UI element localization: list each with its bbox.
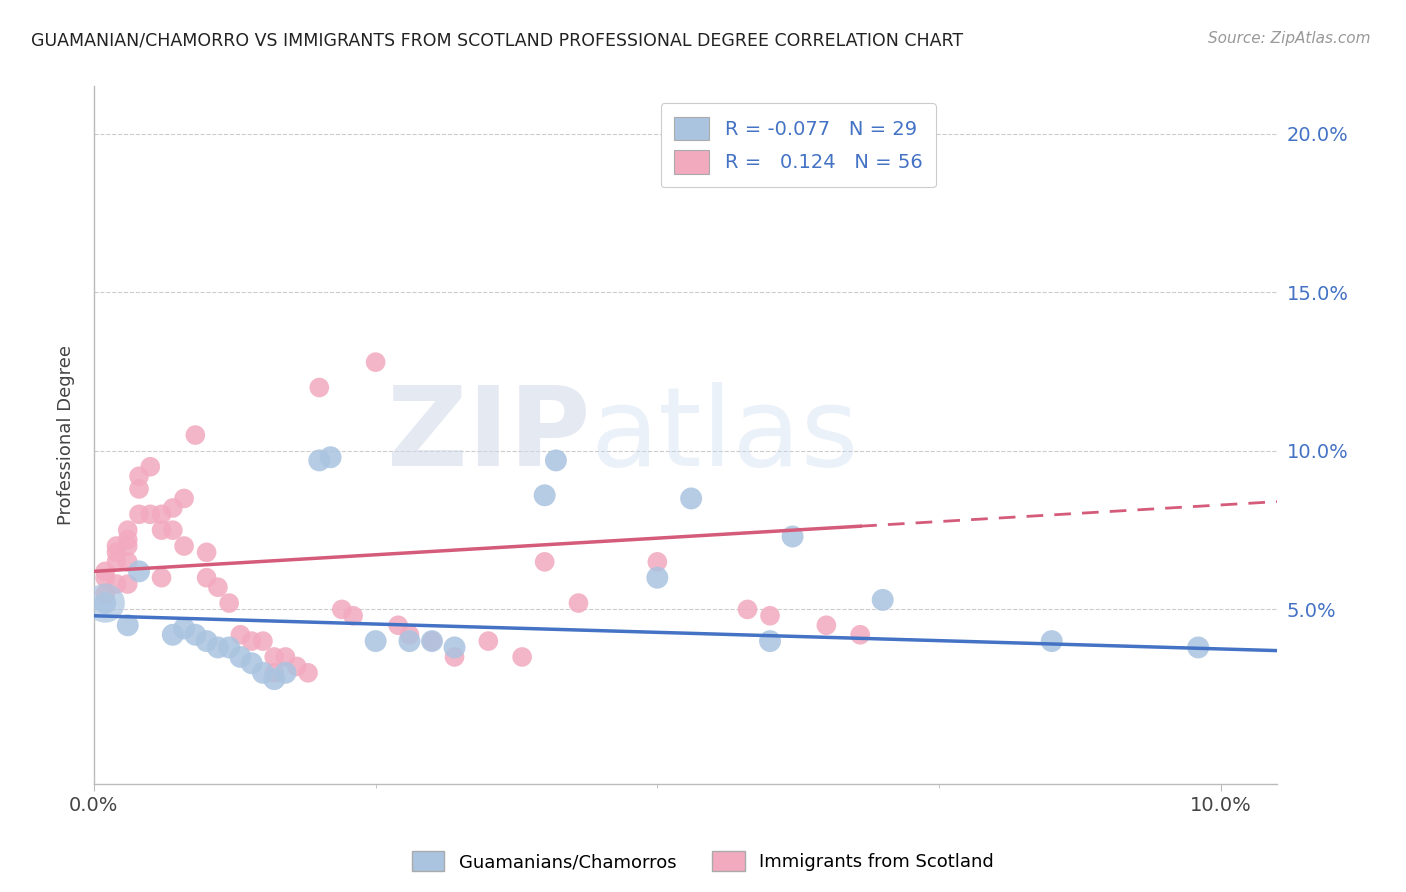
Point xyxy=(308,453,330,467)
Point xyxy=(782,529,804,543)
Point xyxy=(94,586,117,600)
Point xyxy=(872,593,894,607)
Point xyxy=(240,657,263,671)
Point xyxy=(647,555,669,569)
Point xyxy=(94,596,117,610)
Point xyxy=(229,649,252,664)
Point xyxy=(669,159,692,173)
Point xyxy=(128,469,150,483)
Point xyxy=(647,571,669,585)
Point xyxy=(252,665,274,680)
Point xyxy=(229,628,252,642)
Point xyxy=(533,555,555,569)
Point xyxy=(274,665,297,680)
Text: Source: ZipAtlas.com: Source: ZipAtlas.com xyxy=(1208,31,1371,46)
Point xyxy=(849,628,872,642)
Point xyxy=(815,618,838,632)
Point xyxy=(252,634,274,648)
Point xyxy=(117,577,139,591)
Point xyxy=(477,634,499,648)
Point xyxy=(162,523,184,537)
Point xyxy=(150,508,173,522)
Point xyxy=(443,649,465,664)
Point xyxy=(105,577,128,591)
Point xyxy=(94,596,117,610)
Text: ZIP: ZIP xyxy=(388,382,591,489)
Point xyxy=(117,618,139,632)
Point xyxy=(218,596,240,610)
Point xyxy=(420,634,443,648)
Point xyxy=(274,649,297,664)
Point xyxy=(364,355,387,369)
Point xyxy=(364,634,387,648)
Point xyxy=(207,640,229,655)
Point xyxy=(173,491,195,506)
Text: atlas: atlas xyxy=(591,382,859,489)
Point xyxy=(330,602,353,616)
Point xyxy=(297,665,319,680)
Point xyxy=(117,539,139,553)
Point xyxy=(285,659,308,673)
Point xyxy=(420,634,443,648)
Point xyxy=(263,672,285,686)
Point xyxy=(173,539,195,553)
Point xyxy=(308,380,330,394)
Legend: Guamanians/Chamorros, Immigrants from Scotland: Guamanians/Chamorros, Immigrants from Sc… xyxy=(405,844,1001,879)
Point xyxy=(218,640,240,655)
Point xyxy=(533,488,555,502)
Point xyxy=(139,508,162,522)
Point xyxy=(443,640,465,655)
Point xyxy=(387,618,409,632)
Point xyxy=(737,602,759,616)
Point xyxy=(105,539,128,553)
Point xyxy=(105,545,128,559)
Point xyxy=(184,428,207,442)
Point xyxy=(117,555,139,569)
Point xyxy=(319,450,342,465)
Legend: R = -0.077   N = 29, R =   0.124   N = 56: R = -0.077 N = 29, R = 0.124 N = 56 xyxy=(661,103,936,187)
Point xyxy=(94,565,117,579)
Point xyxy=(105,555,128,569)
Point xyxy=(173,622,195,636)
Point xyxy=(195,634,218,648)
Point xyxy=(150,571,173,585)
Point xyxy=(398,628,420,642)
Point xyxy=(681,491,703,506)
Point xyxy=(128,482,150,496)
Point xyxy=(94,571,117,585)
Point xyxy=(162,628,184,642)
Point xyxy=(544,453,567,467)
Point xyxy=(342,608,364,623)
Point xyxy=(510,649,533,664)
Point xyxy=(567,596,589,610)
Point xyxy=(263,649,285,664)
Point xyxy=(759,608,782,623)
Point xyxy=(184,628,207,642)
Point xyxy=(195,571,218,585)
Point xyxy=(195,545,218,559)
Point xyxy=(240,634,263,648)
Point xyxy=(117,523,139,537)
Point xyxy=(150,523,173,537)
Point xyxy=(1187,640,1209,655)
Point xyxy=(759,634,782,648)
Point xyxy=(139,459,162,474)
Point xyxy=(117,533,139,547)
Y-axis label: Professional Degree: Professional Degree xyxy=(58,345,75,525)
Point xyxy=(128,508,150,522)
Point xyxy=(1040,634,1063,648)
Point xyxy=(398,634,420,648)
Point xyxy=(162,500,184,515)
Point xyxy=(263,665,285,680)
Text: GUAMANIAN/CHAMORRO VS IMMIGRANTS FROM SCOTLAND PROFESSIONAL DEGREE CORRELATION C: GUAMANIAN/CHAMORRO VS IMMIGRANTS FROM SC… xyxy=(31,31,963,49)
Point xyxy=(128,565,150,579)
Point xyxy=(207,580,229,594)
